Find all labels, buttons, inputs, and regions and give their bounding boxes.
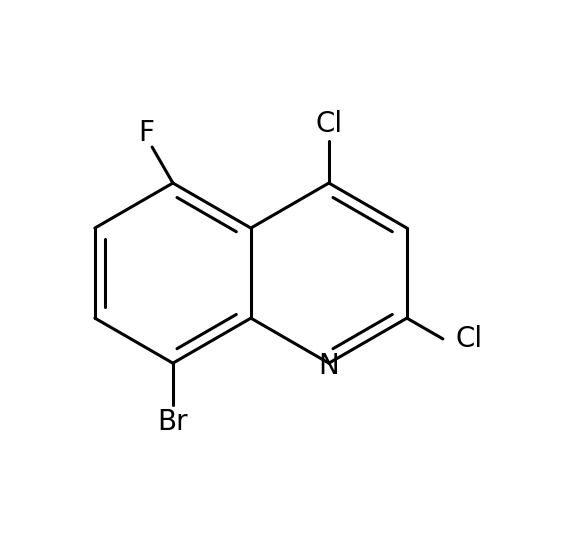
Text: Cl: Cl	[456, 325, 482, 353]
Text: Br: Br	[158, 408, 188, 436]
Text: N: N	[318, 352, 339, 380]
Text: F: F	[138, 119, 154, 146]
Text: Cl: Cl	[315, 110, 342, 138]
